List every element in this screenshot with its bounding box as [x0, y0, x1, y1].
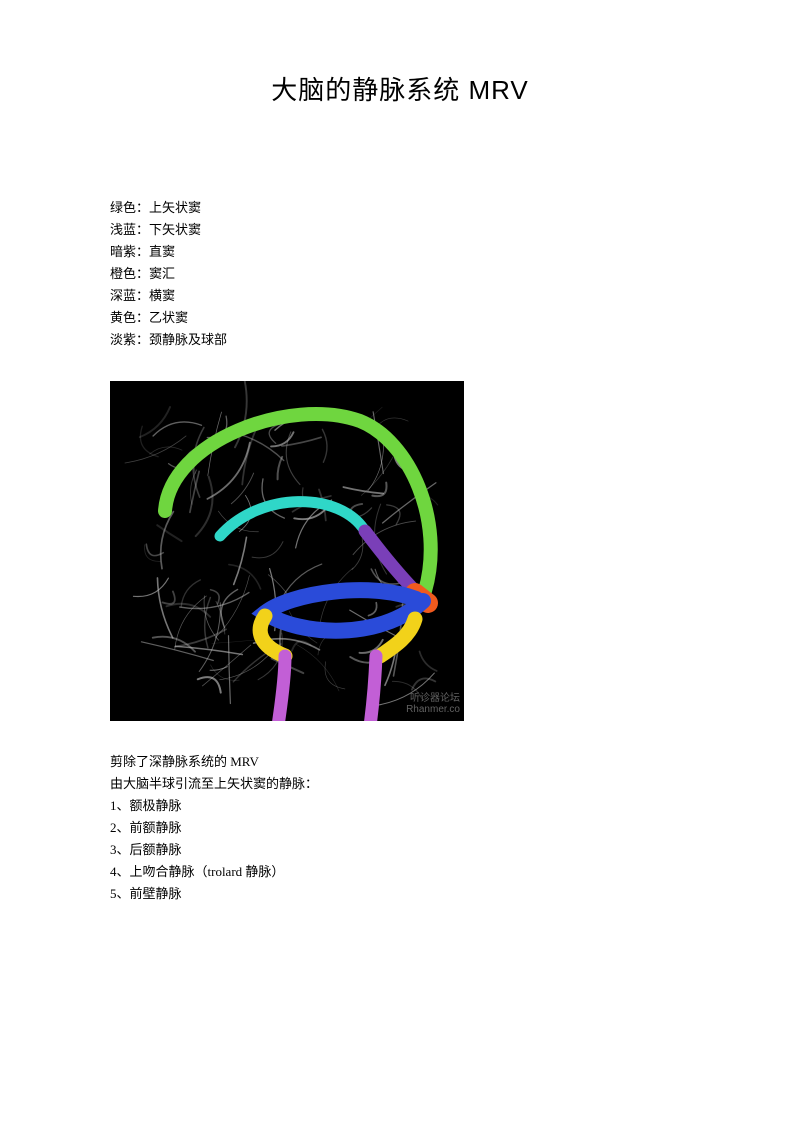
desc-intro: 由大脑半球引流至上矢状窦的静脉： — [110, 773, 690, 795]
legend-color-word: 橙色 — [110, 266, 136, 281]
watermark: 听诊器论坛 Rhanmer.co — [406, 693, 460, 715]
jugular-right — [370, 656, 376, 721]
legend-row: 黄色：乙状窦 — [110, 307, 690, 329]
legend-color-word: 暗紫 — [110, 244, 136, 259]
legend-color-word: 浅蓝 — [110, 222, 136, 237]
desc-item: 4、上吻合静脉（trolard 静脉） — [110, 861, 690, 883]
legend-color-word: 绿色 — [110, 200, 136, 215]
legend-label: 窦汇 — [149, 266, 175, 281]
legend-row: 深蓝：横窦 — [110, 285, 690, 307]
legend-label: 直窦 — [149, 244, 175, 259]
inferior-sagittal-sinus — [220, 502, 365, 536]
legend-label: 乙状窦 — [149, 310, 188, 325]
legend-color-word: 淡紫 — [110, 332, 136, 347]
jugular-left — [278, 656, 285, 721]
legend-color-word: 黄色 — [110, 310, 136, 325]
color-legend: 绿色：上矢状窦 浅蓝：下矢状窦 暗紫：直窦 橙色：窦汇 深蓝：横窦 黄色：乙状窦… — [110, 197, 690, 351]
legend-label: 上矢状窦 — [149, 200, 201, 215]
mrv-svg — [110, 381, 464, 721]
desc-item: 3、后额静脉 — [110, 839, 690, 861]
document-page: 大脑的静脉系统 MRV 绿色：上矢状窦 浅蓝：下矢状窦 暗紫：直窦 橙色：窦汇 … — [0, 0, 800, 1132]
legend-row: 淡紫：颈静脉及球部 — [110, 329, 690, 351]
desc-intro: 剪除了深静脉系统的 MRV — [110, 751, 690, 773]
legend-row: 浅蓝：下矢状窦 — [110, 219, 690, 241]
legend-label: 颈静脉及球部 — [149, 332, 227, 347]
transverse-sinus — [265, 590, 423, 631]
description-block: 剪除了深静脉系统的 MRV 由大脑半球引流至上矢状窦的静脉： 1、额极静脉 2、… — [110, 751, 690, 905]
desc-item: 5、前壁静脉 — [110, 883, 690, 905]
desc-item: 2、前额静脉 — [110, 817, 690, 839]
legend-row: 绿色：上矢状窦 — [110, 197, 690, 219]
mrv-figure: 听诊器论坛 Rhanmer.co — [110, 381, 464, 721]
legend-label: 横窦 — [149, 288, 175, 303]
legend-label: 下矢状窦 — [149, 222, 201, 237]
page-title: 大脑的静脉系统 MRV — [110, 70, 690, 107]
legend-row: 橙色：窦汇 — [110, 263, 690, 285]
legend-row: 暗紫：直窦 — [110, 241, 690, 263]
desc-item: 1、额极静脉 — [110, 795, 690, 817]
watermark-line: Rhanmer.co — [406, 704, 460, 715]
legend-color-word: 深蓝 — [110, 288, 136, 303]
watermark-line: 听诊器论坛 — [406, 693, 460, 704]
